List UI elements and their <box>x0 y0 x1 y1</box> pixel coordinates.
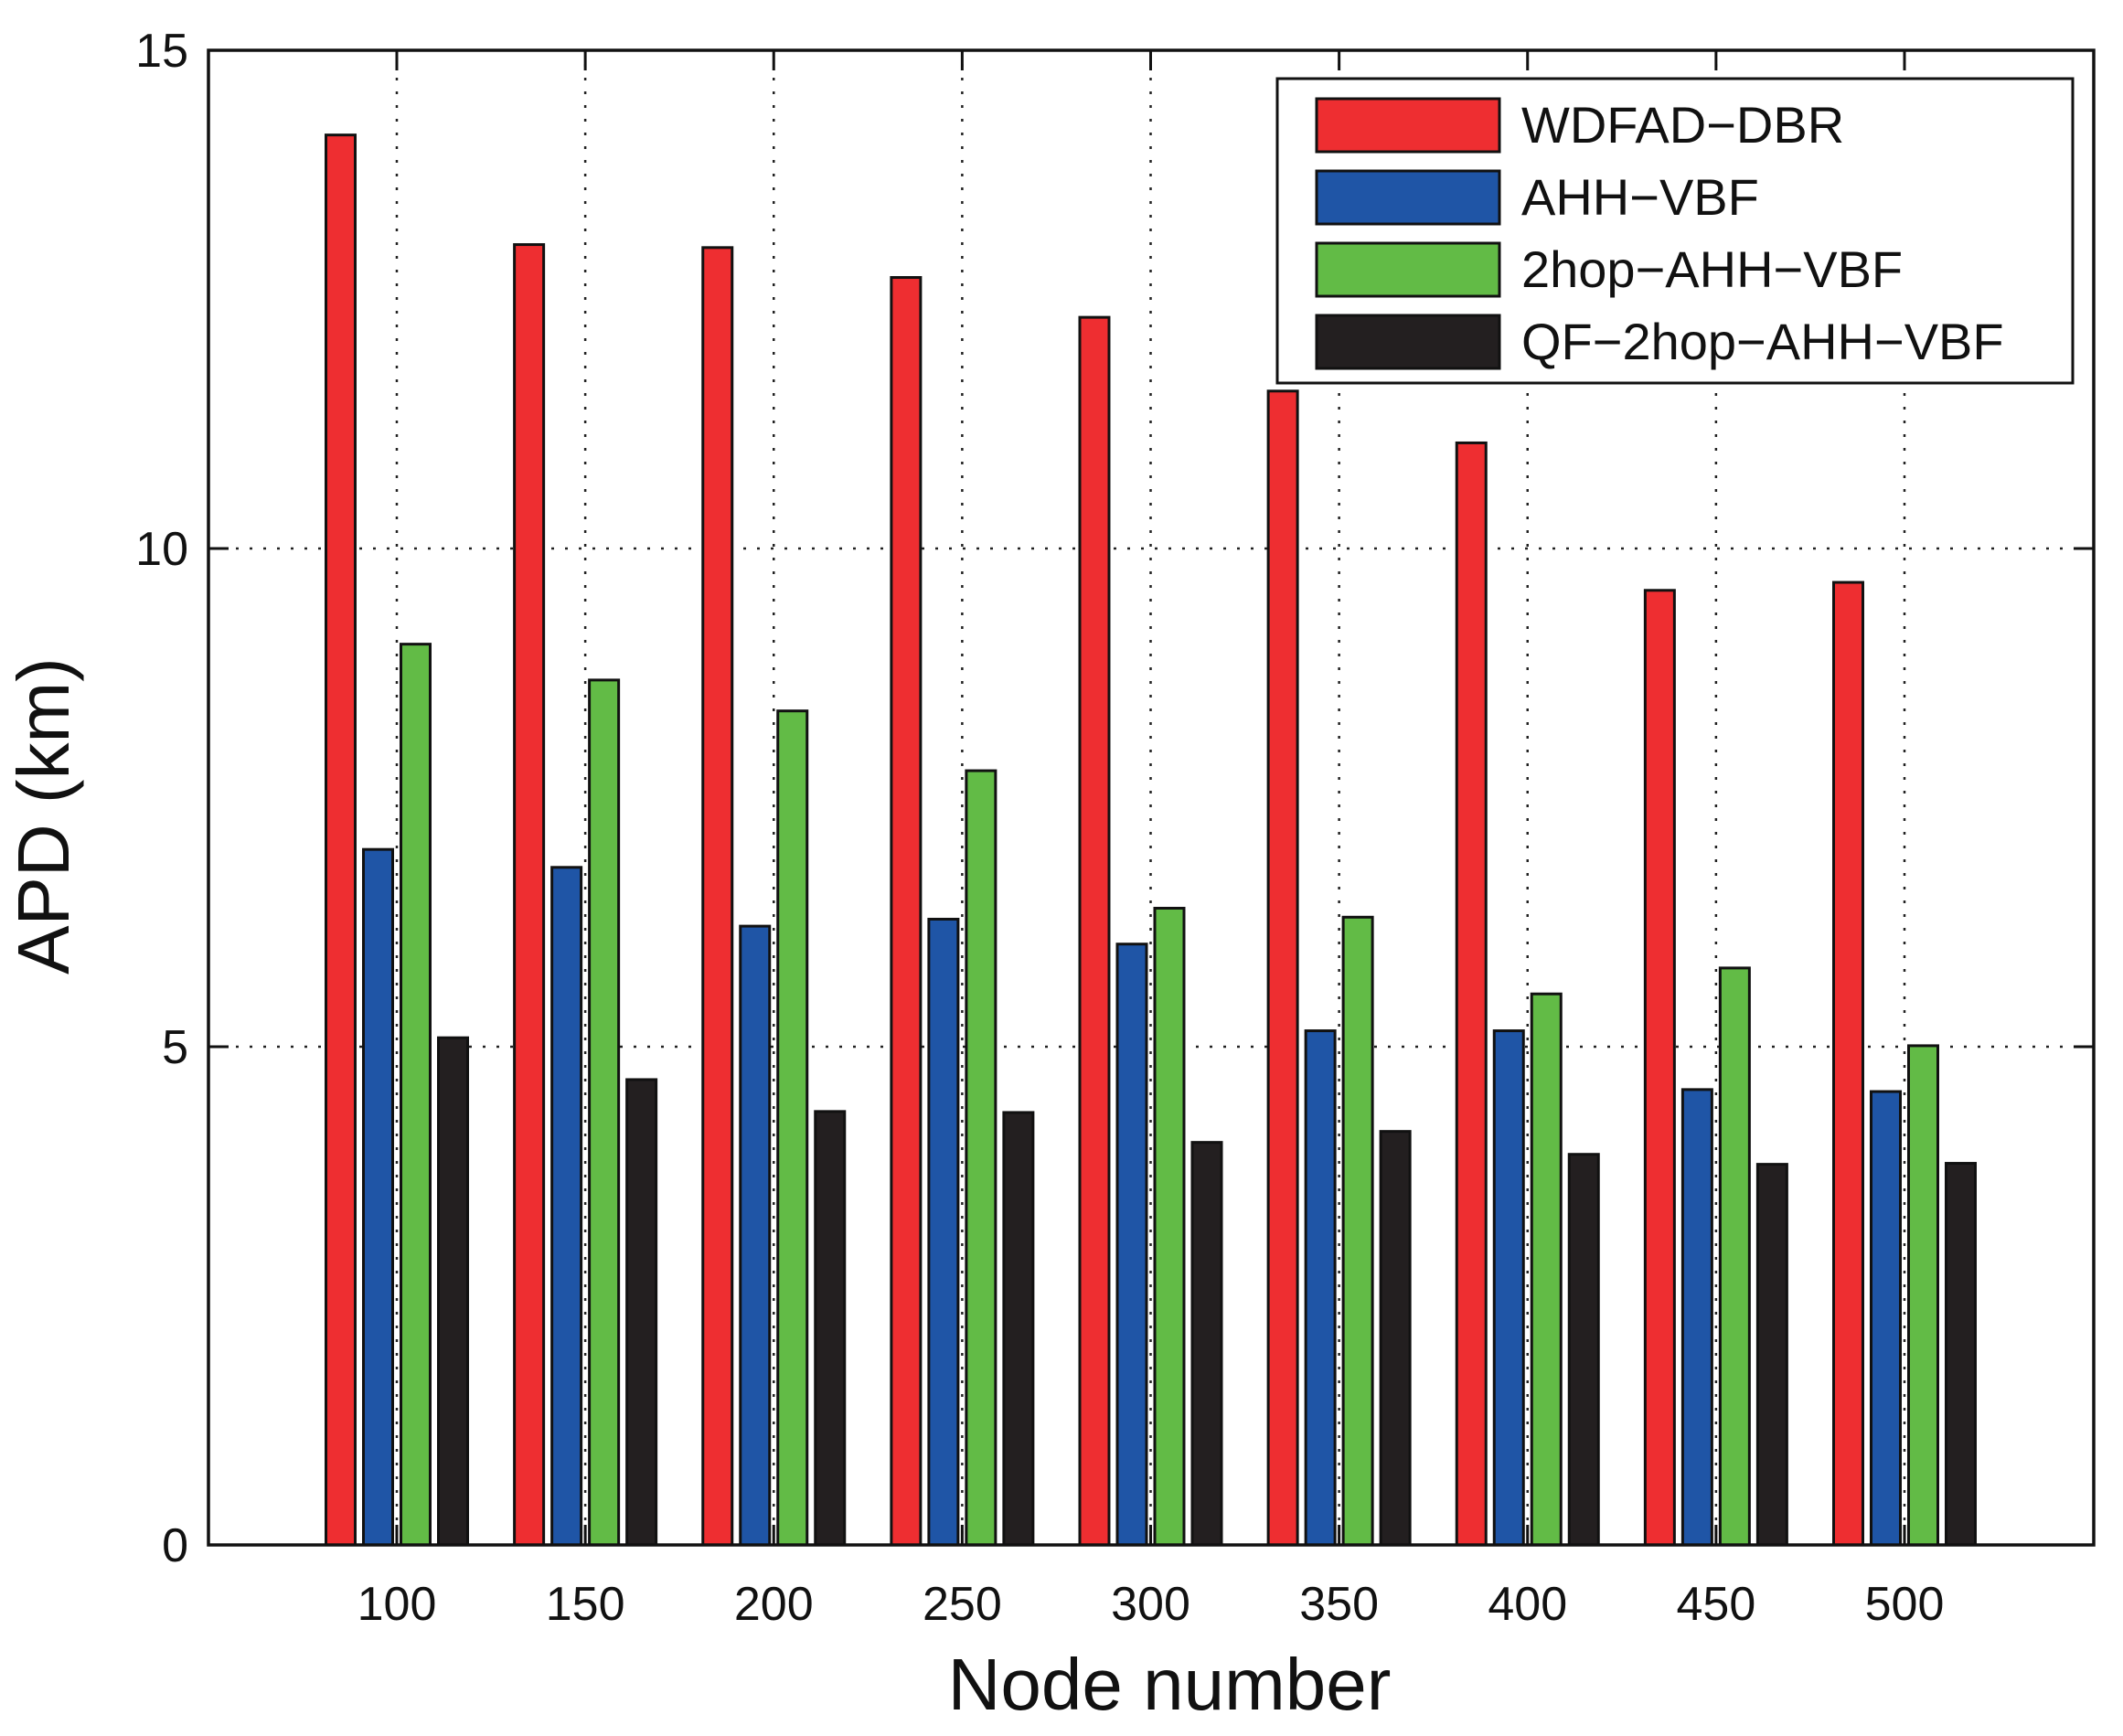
x-tick-label: 100 <box>357 1578 437 1631</box>
legend: WDFAD−DBR AHH−VBF 2hop−AHH−VBF QF−2hop−AHH−… <box>1275 77 2075 385</box>
bar-2hop-ahh-vbf-100 <box>400 643 432 1547</box>
bar-wdfad-dbr-250 <box>890 276 923 1547</box>
bar-2hop-ahh-vbf-500 <box>1907 1044 1939 1547</box>
bar-wdfad-dbr-100 <box>325 133 357 1547</box>
legend-swatch <box>1315 241 1501 298</box>
bar-qf-2hop-ahh-vbf-300 <box>1190 1141 1223 1547</box>
axis-ticks: 0 5 10 15 100 150 200 250 300 350 400 450 500 <box>135 25 2094 1631</box>
bar-qf-2hop-ahh-vbf-500 <box>1945 1162 1977 1547</box>
bar-series <box>325 133 1977 1547</box>
bar-wdfad-dbr-200 <box>701 246 734 1547</box>
bar-2hop-ahh-vbf-150 <box>588 678 621 1547</box>
bar-wdfad-dbr-350 <box>1266 389 1299 1547</box>
legend-swatch <box>1315 314 1501 370</box>
bar-wdfad-dbr-400 <box>1455 441 1488 1547</box>
bar-wdfad-dbr-500 <box>1832 580 1864 1547</box>
bar-wdfad-dbr-300 <box>1078 315 1111 1547</box>
bar-2hop-ahh-vbf-350 <box>1341 915 1374 1547</box>
legend-entry-label: AHH−VBF <box>1521 168 1759 226</box>
bar-2hop-ahh-vbf-200 <box>776 709 809 1547</box>
bar-ahh-vbf-200 <box>739 924 772 1547</box>
x-tick-label: 250 <box>923 1578 1002 1631</box>
bar-wdfad-dbr-150 <box>513 243 546 1547</box>
x-tick-label: 300 <box>1111 1578 1190 1631</box>
bar-qf-2hop-ahh-vbf-350 <box>1379 1130 1412 1547</box>
bar-qf-2hop-ahh-vbf-400 <box>1567 1153 1600 1547</box>
bar-ahh-vbf-350 <box>1304 1029 1337 1547</box>
legend-swatch <box>1315 97 1501 154</box>
x-tick-label: 400 <box>1488 1578 1567 1631</box>
bar-2hop-ahh-vbf-450 <box>1718 966 1751 1547</box>
y-tick-label: 5 <box>162 1021 188 1074</box>
legend-entry-label: 2hop−AHH−VBF <box>1521 240 1903 298</box>
y-tick-label: 15 <box>135 25 188 78</box>
x-tick-label: 350 <box>1299 1578 1379 1631</box>
bar-2hop-ahh-vbf-400 <box>1530 992 1563 1547</box>
y-tick-label: 0 <box>162 1519 188 1572</box>
bar-2hop-ahh-vbf-300 <box>1153 906 1186 1547</box>
x-tick-label: 500 <box>1865 1578 1945 1631</box>
bar-ahh-vbf-250 <box>927 917 960 1547</box>
bar-ahh-vbf-500 <box>1870 1090 1902 1547</box>
y-axis-label: APD (km) <box>3 657 84 975</box>
bar-ahh-vbf-100 <box>362 847 394 1547</box>
x-tick-label: 450 <box>1676 1578 1755 1631</box>
bar-2hop-ahh-vbf-250 <box>965 769 997 1547</box>
bar-ahh-vbf-150 <box>550 866 583 1547</box>
x-tick-label: 150 <box>546 1578 625 1631</box>
bar-qf-2hop-ahh-vbf-150 <box>625 1078 658 1547</box>
legend-swatch <box>1315 169 1501 226</box>
legend-entry-label: QF−2hop−AHH−VBF <box>1521 313 2004 370</box>
bar-qf-2hop-ahh-vbf-200 <box>814 1110 847 1547</box>
bar-qf-2hop-ahh-vbf-250 <box>1002 1111 1035 1547</box>
bar-ahh-vbf-400 <box>1492 1029 1525 1547</box>
bar-ahh-vbf-450 <box>1680 1088 1713 1547</box>
x-axis-label: Node number <box>948 1644 1392 1725</box>
legend-entry-label: WDFAD−DBR <box>1521 96 1844 154</box>
bar-qf-2hop-ahh-vbf-450 <box>1755 1163 1788 1547</box>
x-tick-label: 200 <box>734 1578 814 1631</box>
y-tick-label: 10 <box>135 523 188 576</box>
bar-ahh-vbf-300 <box>1115 943 1148 1547</box>
bar-wdfad-dbr-450 <box>1643 589 1676 1547</box>
bar-qf-2hop-ahh-vbf-100 <box>437 1036 469 1547</box>
